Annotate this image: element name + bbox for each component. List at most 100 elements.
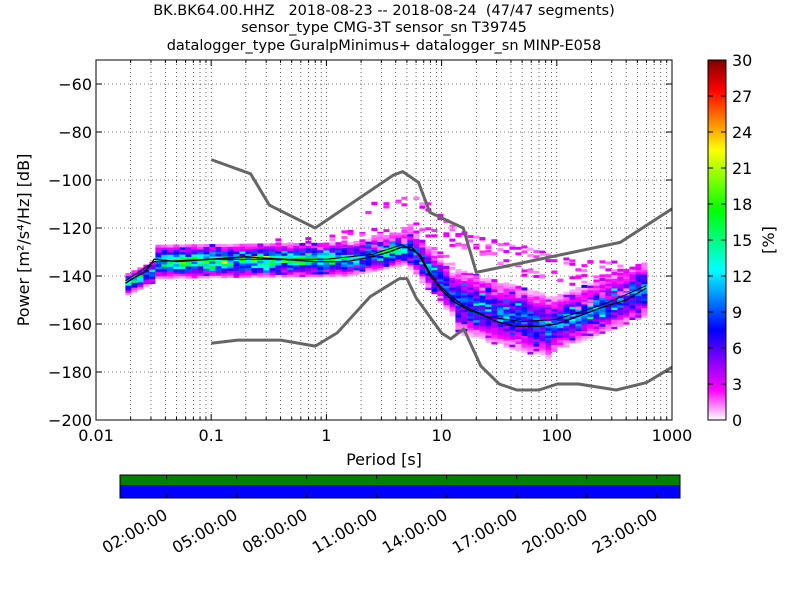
psd-cell bbox=[503, 287, 510, 291]
psd-cell bbox=[497, 340, 504, 344]
psd-cell bbox=[587, 287, 594, 291]
psd-cell bbox=[521, 345, 528, 349]
psd-cell bbox=[287, 267, 294, 271]
psd-cell bbox=[311, 245, 318, 249]
psd-cell bbox=[233, 270, 240, 274]
psd-cell bbox=[257, 265, 264, 269]
psd-cell bbox=[509, 291, 516, 295]
psd-cell bbox=[293, 252, 300, 256]
psd-cell bbox=[539, 342, 546, 346]
psd-cell bbox=[635, 293, 642, 297]
psd-cell bbox=[545, 346, 552, 350]
psd-cell-sparse bbox=[401, 240, 408, 244]
psd-cell bbox=[641, 312, 648, 316]
psd-cell bbox=[329, 266, 336, 270]
psd-cell bbox=[455, 321, 462, 325]
psd-cell bbox=[299, 252, 306, 256]
psd-cell bbox=[527, 346, 534, 350]
psd-cell bbox=[179, 268, 186, 272]
psd-cell bbox=[419, 280, 426, 284]
psd-cell bbox=[215, 243, 222, 247]
psd-cell bbox=[317, 254, 324, 258]
psd-cell bbox=[239, 246, 246, 250]
psd-cell bbox=[221, 251, 228, 255]
psd-cell bbox=[509, 346, 516, 350]
psd-cell-sparse bbox=[359, 247, 366, 251]
psd-cell bbox=[413, 269, 420, 273]
psd-cell-sparse bbox=[395, 200, 402, 204]
psd-cell bbox=[593, 285, 600, 289]
psd-cell-sparse bbox=[617, 264, 624, 268]
psd-cell bbox=[467, 325, 474, 329]
psd-cell bbox=[599, 330, 606, 334]
psd-cell bbox=[593, 316, 600, 320]
psd-cell bbox=[143, 274, 150, 278]
psd-cell bbox=[311, 249, 318, 253]
psd-cell bbox=[167, 263, 174, 267]
psd-cell bbox=[383, 256, 390, 260]
psd-cell bbox=[617, 309, 624, 313]
psd-cell-sparse bbox=[539, 252, 546, 256]
psd-cell bbox=[611, 314, 618, 318]
psd-cell bbox=[557, 334, 564, 338]
psd-cell bbox=[515, 314, 522, 318]
psd-cell bbox=[431, 260, 438, 264]
psd-cell bbox=[605, 299, 612, 303]
psd-cell bbox=[293, 274, 300, 278]
psd-cell bbox=[377, 236, 384, 240]
psd-cell bbox=[161, 247, 168, 251]
psd-cell bbox=[413, 264, 420, 268]
psd-cell bbox=[395, 263, 402, 267]
psd-cell bbox=[611, 311, 618, 315]
psd-cell bbox=[557, 339, 564, 343]
psd-cell bbox=[383, 266, 390, 270]
psd-cell bbox=[551, 332, 558, 336]
psd-cell bbox=[407, 231, 414, 235]
psd-cell bbox=[491, 300, 498, 304]
psd-cell bbox=[623, 300, 630, 304]
psd-cell bbox=[485, 277, 492, 281]
psd-cell bbox=[443, 302, 450, 306]
psd-cell bbox=[209, 253, 216, 257]
psd-cell bbox=[575, 320, 582, 324]
psd-cell bbox=[467, 318, 474, 322]
psd-cell bbox=[569, 335, 576, 339]
psd-cell bbox=[311, 264, 318, 268]
psd-cell-sparse bbox=[575, 268, 582, 272]
psd-cell bbox=[275, 260, 282, 264]
psd-cell bbox=[209, 272, 216, 276]
psd-cell bbox=[635, 288, 642, 292]
psd-cell bbox=[173, 246, 180, 250]
psd-cell bbox=[437, 259, 444, 263]
psd-cell bbox=[629, 297, 636, 301]
psd-cell bbox=[341, 259, 348, 263]
psd-cell bbox=[131, 289, 138, 293]
psd-cell bbox=[503, 308, 510, 312]
psd-cell bbox=[635, 283, 642, 287]
psd-cell bbox=[545, 325, 552, 329]
psd-cell bbox=[125, 289, 132, 293]
psd-cell bbox=[263, 243, 270, 247]
psd-cell bbox=[425, 263, 432, 267]
psd-cell bbox=[311, 242, 318, 246]
psd-cell-sparse bbox=[443, 254, 450, 258]
psd-cell bbox=[491, 329, 498, 333]
psd-cell bbox=[617, 311, 624, 315]
psd-cell bbox=[371, 249, 378, 253]
psd-cell bbox=[551, 313, 558, 317]
psd-cell bbox=[305, 250, 312, 254]
psd-cell bbox=[605, 311, 612, 315]
psd-cell bbox=[389, 257, 396, 261]
psd-cell-sparse bbox=[341, 236, 348, 240]
psd-cell bbox=[425, 253, 432, 257]
psd-cell bbox=[593, 297, 600, 301]
psd-cell bbox=[413, 249, 420, 253]
psd-cell bbox=[239, 274, 246, 278]
psd-cell bbox=[245, 269, 252, 273]
psd-cell bbox=[203, 253, 210, 257]
psd-cell bbox=[275, 250, 282, 254]
psd-cell bbox=[473, 298, 480, 302]
psd-cell bbox=[323, 269, 330, 273]
psd-cell-sparse bbox=[635, 266, 642, 270]
psd-cell bbox=[479, 335, 486, 339]
